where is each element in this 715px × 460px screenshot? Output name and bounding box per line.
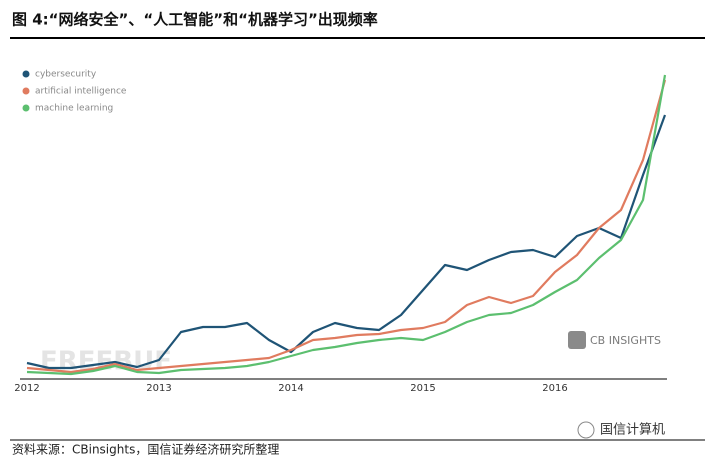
x-tick-label: 2014	[278, 383, 303, 394]
x-tick-label: 2015	[410, 383, 435, 394]
series-line	[26, 79, 667, 374]
x-tick-label: 2016	[542, 383, 567, 394]
source: 资料来源：CBinsights，国信证券经济研究所整理	[12, 442, 279, 457]
logo: CB INSIGHTS	[590, 334, 661, 347]
legend-marker	[22, 104, 30, 112]
legend-marker	[22, 70, 30, 78]
chart-title: 图 4:“网络安全”、“人工智能”和“机器学习”出现频率	[12, 11, 378, 29]
account: 国信计算机	[600, 423, 665, 438]
legend-marker	[22, 87, 30, 95]
account-icon	[577, 421, 595, 439]
legend-label: cybersecurity	[35, 70, 97, 80]
series-line	[26, 74, 667, 376]
x-tick-label: 2013	[146, 383, 171, 394]
x-tick-label: 2012	[14, 383, 39, 394]
series-line	[26, 114, 667, 370]
logo-icon	[568, 331, 586, 349]
legend-label: machine learning	[35, 104, 113, 114]
legend-label: artificial intelligence	[35, 87, 127, 97]
